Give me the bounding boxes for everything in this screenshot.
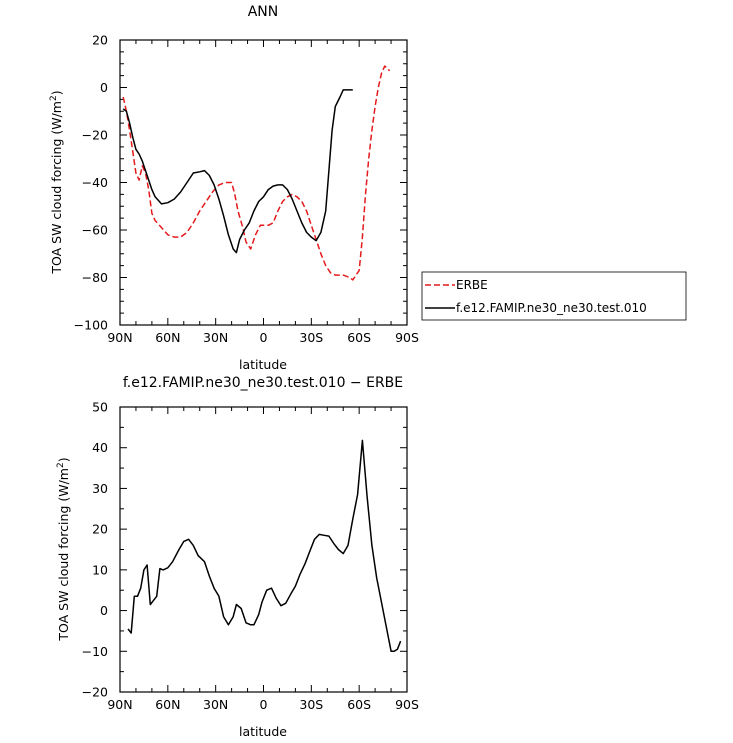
x-axis-label: latitude bbox=[239, 357, 287, 372]
y-axis-ticks: −100 −80 −60 −40 −20 0 20 bbox=[74, 33, 407, 333]
y-tick-label: 0 bbox=[100, 80, 108, 95]
series-line-difference bbox=[127, 439, 402, 653]
chart-title: f.e12.FAMIP.ne30_ne30.test.010 − ERBE bbox=[123, 375, 403, 391]
series-group bbox=[122, 65, 391, 281]
x-axis-ticks: 90N 60N 30N 0 30S 60S 90S bbox=[107, 407, 419, 712]
y-axis-label-end: ) bbox=[56, 457, 71, 462]
y-axis-label-end: ) bbox=[49, 90, 64, 95]
x-tick-label: 90S bbox=[395, 697, 419, 712]
x-tick-label: 30S bbox=[299, 330, 323, 345]
x-tick-label: 90N bbox=[107, 330, 132, 345]
y-tick-label: −60 bbox=[82, 223, 108, 238]
x-axis-label: latitude bbox=[239, 724, 287, 739]
chart-title: ANN bbox=[248, 4, 279, 20]
y-tick-label: −100 bbox=[74, 318, 108, 333]
y-tick-label: −80 bbox=[82, 270, 108, 285]
legend-box bbox=[421, 271, 687, 321]
x-tick-label: 30N bbox=[203, 697, 228, 712]
y-tick-label: −10 bbox=[82, 644, 108, 659]
y-axis-label-main: TOA SW cloud forcing (W/m bbox=[49, 101, 64, 275]
plot-frame bbox=[119, 406, 408, 693]
x-tick-label: 60S bbox=[347, 330, 371, 345]
y-tick-label: 10 bbox=[92, 562, 108, 577]
y-tick-label: −40 bbox=[82, 175, 108, 190]
y-axis-label-sup: 2 bbox=[49, 95, 59, 101]
y-tick-label: 20 bbox=[92, 522, 108, 537]
x-tick-label: 30S bbox=[299, 697, 323, 712]
y-tick-label: −20 bbox=[82, 685, 108, 700]
x-tick-label: 90S bbox=[395, 330, 419, 345]
legend-label-erbe: ERBE bbox=[456, 278, 488, 292]
x-tick-label: 0 bbox=[260, 697, 268, 712]
chart-difference: f.e12.FAMIP.ne30_ne30.test.010 − ERBE 90… bbox=[56, 375, 419, 739]
y-axis-label: TOA SW cloud forcing (W/m2) bbox=[56, 457, 71, 641]
y-tick-label: 40 bbox=[92, 440, 108, 455]
x-tick-label: 0 bbox=[260, 330, 268, 345]
series-group bbox=[127, 439, 402, 653]
series-line-erbe bbox=[122, 65, 391, 281]
chart-ann: ANN 90N 60N 30N 0 30S 60S 90S −100 −80 −60 −40 −20… bbox=[49, 4, 687, 372]
series-line-f-e12-famip-ne30-ne30-test-010 bbox=[122, 89, 353, 254]
y-tick-label: 0 bbox=[100, 603, 108, 618]
plot-frame bbox=[119, 39, 408, 326]
x-tick-label: 60N bbox=[155, 697, 180, 712]
legend-label-model: f.e12.FAMIP.ne30_ne30.test.010 bbox=[456, 301, 647, 315]
y-axis-label-main: TOA SW cloud forcing (W/m bbox=[56, 468, 71, 642]
y-tick-label: 30 bbox=[92, 481, 108, 496]
x-tick-label: 60S bbox=[347, 697, 371, 712]
y-tick-label: 50 bbox=[92, 400, 108, 415]
x-axis-ticks: 90N 60N 30N 0 30S 60S 90S bbox=[107, 40, 419, 345]
y-axis-ticks: −20 −10 0 10 20 30 40 50 bbox=[82, 400, 407, 700]
y-axis-label: TOA SW cloud forcing (W/m2) bbox=[49, 90, 64, 274]
y-tick-label: 20 bbox=[92, 33, 108, 48]
x-tick-label: 30N bbox=[203, 330, 228, 345]
x-tick-label: 60N bbox=[155, 330, 180, 345]
x-tick-label: 90N bbox=[107, 697, 132, 712]
y-axis-label-sup: 2 bbox=[56, 462, 66, 468]
legend: ERBE f.e12.FAMIP.ne30_ne30.test.010 bbox=[421, 271, 687, 321]
y-tick-label: −20 bbox=[82, 128, 108, 143]
